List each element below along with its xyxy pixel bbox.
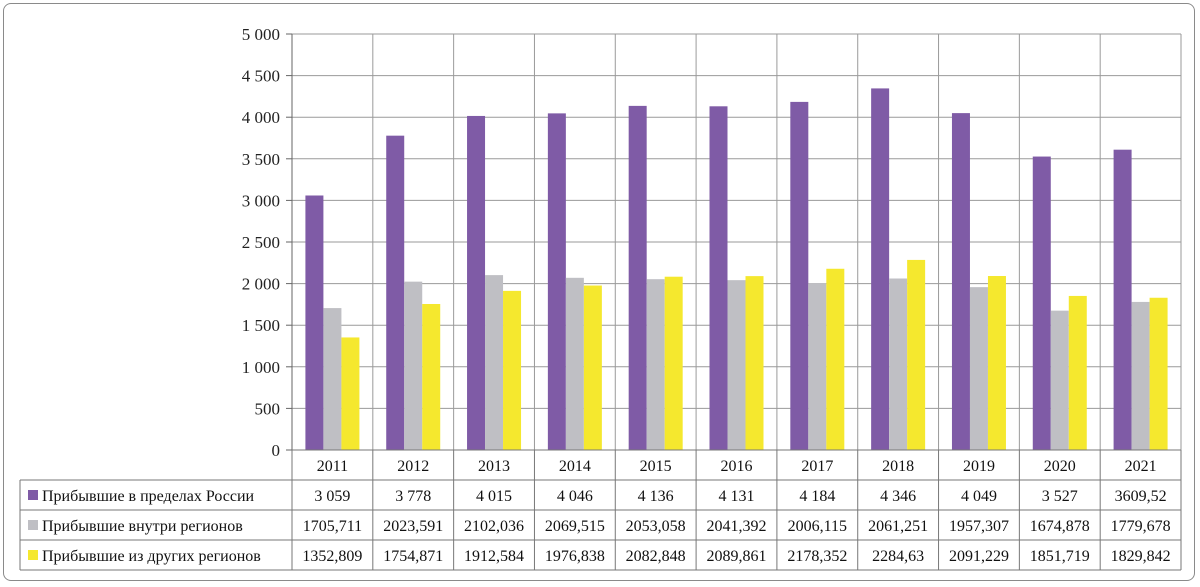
bars <box>305 88 1168 451</box>
bar-2-2018 <box>889 278 908 450</box>
table-cell-value: 4 346 <box>880 488 916 505</box>
x-category-label: 2015 <box>640 458 672 475</box>
bar-2-2011 <box>323 308 342 450</box>
table-cell-value: 4 136 <box>638 488 674 505</box>
bar-1-2012 <box>386 135 405 450</box>
bar-3-2020 <box>1068 295 1087 450</box>
bar-3-2021 <box>1149 297 1168 450</box>
y-tick-label: 2 000 <box>242 275 280 294</box>
bar-1-2018 <box>871 88 890 450</box>
x-category-label: 2016 <box>721 458 753 475</box>
table-cell-value: 2284,63 <box>872 548 924 565</box>
bar-3-2011 <box>341 337 360 450</box>
table-cell-value: 1674,878 <box>1030 518 1090 535</box>
table-cell-value: 3 527 <box>1042 488 1078 505</box>
table-cell-value: 4 015 <box>476 488 512 505</box>
table-cell-value: 2091,229 <box>949 548 1009 565</box>
table-cell-value: 2178,352 <box>787 548 847 565</box>
bar-3-2013 <box>503 290 522 450</box>
y-tick-label: 4 500 <box>242 67 280 86</box>
y-tick-label: 3 500 <box>242 150 280 169</box>
x-category-label: 2021 <box>1125 458 1157 475</box>
bar-3-2016 <box>745 276 764 450</box>
bar-2-2016 <box>727 280 746 450</box>
table-cell-value: 2082,848 <box>626 548 686 565</box>
y-tick-label: 1 500 <box>242 316 280 335</box>
table-cell-value: 1976,838 <box>545 548 605 565</box>
x-category-label: 2012 <box>397 458 429 475</box>
table-cell-value: 4 049 <box>961 488 997 505</box>
table-cell-value: 1851,719 <box>1030 548 1090 565</box>
table-cell-value: 3 778 <box>395 488 431 505</box>
y-axis-ticks: 0 500 1 000 1 500 2 000 2 500 3 000 3 500 4 000 4… <box>242 25 292 460</box>
table-cell-value: 1352,809 <box>302 548 362 565</box>
table-cell-value: 2006,115 <box>788 518 847 535</box>
bar-2-2020 <box>1050 310 1069 450</box>
table-cell-value: 1705,711 <box>303 518 362 535</box>
table-cell-value: 2102,036 <box>464 518 524 535</box>
table-cell-value: 4 131 <box>719 488 755 505</box>
bar-3-2019 <box>987 276 1006 450</box>
bar-1-2015 <box>628 105 647 450</box>
table-cell-value: 1754,871 <box>383 548 443 565</box>
bar-2-2021 <box>1131 301 1150 450</box>
bar-1-2013 <box>467 115 486 451</box>
bar-3-2012 <box>422 303 441 450</box>
table-cell-value: 1829,842 <box>1111 548 1171 565</box>
bar-3-2018 <box>907 259 926 450</box>
data-table: 2011 2012 2013 2014 2015 2016 2017 2018 2019 2020… <box>19 449 1182 571</box>
y-tick-label: 4 000 <box>242 108 280 127</box>
bar-3-2014 <box>583 285 602 450</box>
bar-3-2017 <box>826 268 845 450</box>
legend-label: Прибывшие в пределах России <box>42 488 255 505</box>
y-tick-label: 1 000 <box>242 358 280 377</box>
y-tick-label: 2 500 <box>242 233 280 252</box>
legend-swatch <box>28 490 38 500</box>
x-category-label: 2019 <box>963 458 995 475</box>
table-cell-value: 1912,584 <box>464 548 524 565</box>
x-category-label: 2018 <box>882 458 914 475</box>
x-category-label: 2014 <box>559 458 591 475</box>
x-category-label: 2020 <box>1044 458 1076 475</box>
table-cell-value: 4 046 <box>557 488 593 505</box>
bar-2-2019 <box>969 287 988 450</box>
table-cell-value: 1957,307 <box>949 518 1009 535</box>
x-category-label: 2011 <box>317 458 348 475</box>
bar-1-2011 <box>305 195 324 450</box>
x-category-label: 2017 <box>801 458 833 475</box>
bar-1-2021 <box>1113 149 1132 451</box>
bar-2-2015 <box>646 279 665 450</box>
table-cell-value: 4 184 <box>799 488 835 505</box>
table-cell-value: 2089,861 <box>707 548 767 565</box>
legend-label: Прибывшие из других регионов <box>42 548 261 565</box>
bar-1-2017 <box>790 101 809 450</box>
bar-2-2017 <box>808 283 827 450</box>
table-cell-value: 2061,251 <box>868 518 928 535</box>
y-tick-label: 5 000 <box>242 25 280 44</box>
x-category-label: 2013 <box>478 458 510 475</box>
legend-label: Прибывшие внутри регионов <box>42 518 243 535</box>
bar-1-2016 <box>709 106 728 451</box>
table-cell-value: 2053,058 <box>626 518 686 535</box>
bar-2-2014 <box>565 277 584 450</box>
table-cell-value: 2023,591 <box>383 518 443 535</box>
y-tick-label: 500 <box>255 399 281 418</box>
y-tick-label: 3 000 <box>242 191 280 210</box>
bar-3-2015 <box>664 276 683 450</box>
table-cell-value: 3 059 <box>314 488 350 505</box>
table-cell-value: 2069,515 <box>545 518 605 535</box>
bar-2-2012 <box>404 281 423 450</box>
bar-1-2019 <box>951 113 970 450</box>
table-cell-value: 2041,392 <box>707 518 767 535</box>
y-tick-label: 0 <box>272 441 281 460</box>
legend-swatch <box>28 550 38 560</box>
table-cell-value: 1779,678 <box>1111 518 1171 535</box>
bar-1-2020 <box>1032 156 1051 451</box>
table-cell-value: 3609,52 <box>1115 488 1167 505</box>
bar-2-2013 <box>485 275 504 450</box>
legend-swatch <box>28 520 38 530</box>
bar-1-2014 <box>547 113 566 450</box>
